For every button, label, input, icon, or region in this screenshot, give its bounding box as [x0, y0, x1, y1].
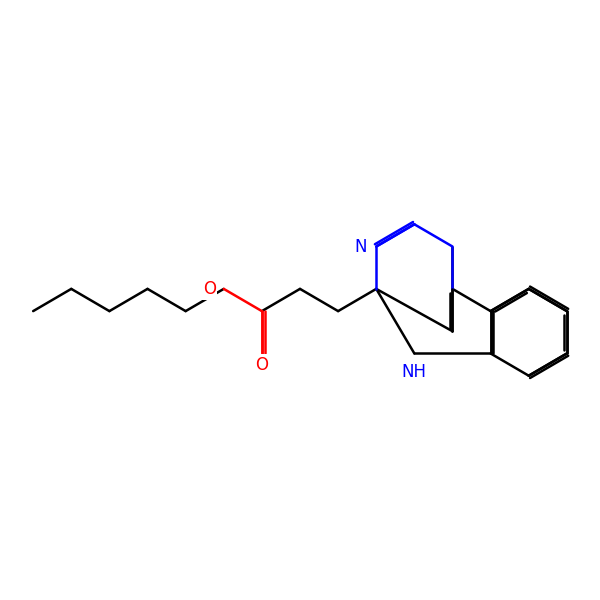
Text: NH: NH: [402, 363, 427, 381]
Text: O: O: [203, 280, 216, 298]
Text: N: N: [354, 238, 367, 256]
Text: O: O: [256, 356, 268, 374]
